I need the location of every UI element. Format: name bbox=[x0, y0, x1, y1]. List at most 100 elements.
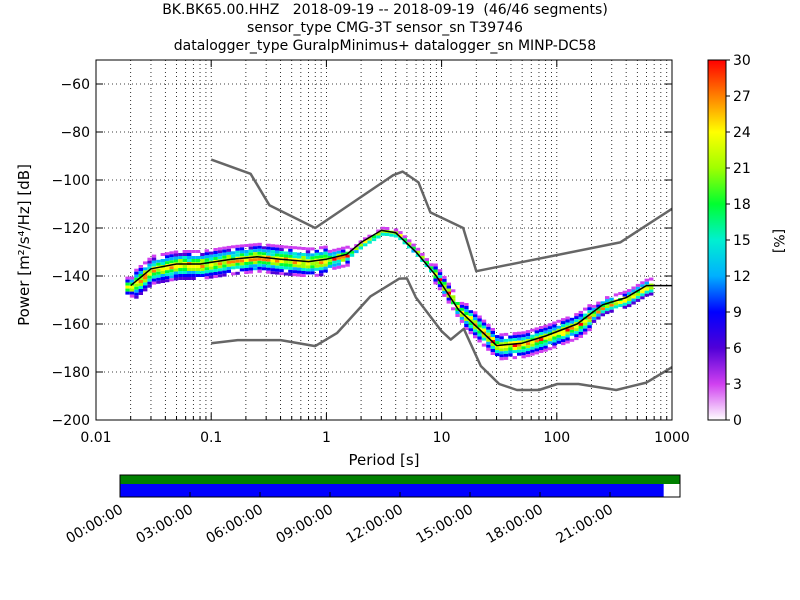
heat-cell bbox=[583, 322, 588, 326]
heat-cell bbox=[376, 235, 381, 239]
heat-cell bbox=[490, 346, 495, 349]
heat-cell bbox=[182, 274, 187, 277]
heat-cell bbox=[499, 345, 504, 349]
heat-cell bbox=[222, 246, 227, 250]
heat-cell bbox=[543, 330, 548, 334]
heat-cell bbox=[323, 245, 328, 249]
heat-cell bbox=[319, 270, 324, 274]
heat-cell bbox=[420, 252, 425, 256]
heat-cell bbox=[371, 235, 377, 239]
heat-cell bbox=[459, 307, 465, 311]
colorbar-label: [%] bbox=[770, 229, 786, 253]
heat-cell bbox=[301, 247, 306, 250]
heat-cell bbox=[477, 324, 482, 328]
heat-cell bbox=[160, 259, 165, 262]
heat-cell bbox=[178, 268, 183, 271]
heat-cell bbox=[314, 249, 319, 253]
heat-cell bbox=[539, 341, 544, 344]
heat-cell bbox=[561, 333, 566, 337]
heat-cell bbox=[490, 328, 495, 331]
heat-cell bbox=[261, 258, 267, 262]
heat-cell bbox=[244, 253, 249, 256]
heat-cell bbox=[473, 314, 478, 318]
heat-cell bbox=[209, 269, 214, 273]
heat-cell bbox=[279, 245, 284, 249]
heat-cell bbox=[578, 334, 583, 338]
heat-cell bbox=[393, 234, 399, 238]
heat-cell bbox=[279, 266, 284, 270]
heat-cell bbox=[156, 277, 161, 281]
heat-cell bbox=[191, 265, 196, 268]
heat-cell bbox=[125, 279, 130, 283]
heat-cell bbox=[336, 250, 341, 254]
heat-cell bbox=[319, 264, 324, 268]
heat-cell bbox=[525, 333, 531, 337]
heat-cell bbox=[204, 270, 209, 274]
noise-models bbox=[130, 158, 672, 392]
heat-cell bbox=[547, 326, 553, 330]
heat-cell bbox=[231, 266, 236, 270]
x-tick-label: 0.1 bbox=[200, 430, 222, 446]
heat-cell bbox=[310, 247, 315, 251]
heat-cell bbox=[468, 313, 473, 317]
heat-cell bbox=[222, 255, 227, 259]
heat-cell bbox=[552, 321, 557, 325]
heat-cell bbox=[244, 268, 249, 271]
heat-cell bbox=[275, 256, 280, 260]
heat-cell bbox=[319, 267, 324, 271]
heat-cell bbox=[182, 259, 187, 262]
heat-cell bbox=[134, 289, 139, 293]
heat-cell bbox=[363, 237, 368, 241]
heat-cell bbox=[156, 271, 161, 275]
colorbar-tick-label: 6 bbox=[733, 341, 742, 357]
heat-cell bbox=[248, 267, 253, 271]
heat-cell bbox=[455, 314, 460, 317]
heat-cell bbox=[596, 301, 601, 305]
heat-cell bbox=[521, 337, 526, 341]
heat-cell bbox=[446, 291, 451, 295]
heat-cell bbox=[204, 276, 209, 280]
y-tick-label: −200 bbox=[52, 413, 90, 429]
heat-cell bbox=[151, 281, 157, 285]
heat-cell bbox=[261, 249, 267, 253]
heat-cell bbox=[138, 289, 143, 292]
heat-cell bbox=[477, 315, 482, 319]
heat-cell bbox=[275, 259, 280, 263]
heat-cell bbox=[239, 262, 245, 266]
heat-cell bbox=[547, 323, 553, 327]
heat-cell bbox=[578, 310, 583, 314]
heat-cell bbox=[587, 328, 592, 332]
heat-cell bbox=[446, 300, 451, 304]
heat-cell bbox=[288, 260, 293, 264]
heat-cell bbox=[451, 307, 456, 311]
heat-cell bbox=[129, 276, 135, 280]
heat-cell bbox=[138, 292, 143, 295]
heat-cell bbox=[217, 250, 223, 254]
heat-cell bbox=[288, 263, 293, 267]
heat-cell bbox=[305, 268, 311, 272]
heat-cell bbox=[499, 339, 504, 343]
heat-cell bbox=[156, 262, 161, 266]
heat-cell bbox=[517, 352, 522, 356]
heat-cell bbox=[345, 260, 350, 264]
heat-cell bbox=[424, 261, 429, 265]
heat-cell bbox=[376, 229, 381, 233]
heat-cell bbox=[147, 281, 152, 285]
heat-cell bbox=[217, 262, 223, 266]
heat-cell bbox=[341, 255, 346, 259]
heat-cell bbox=[530, 349, 535, 353]
heat-cell bbox=[534, 336, 539, 340]
mean-psd-line bbox=[130, 229, 672, 347]
heat-cell bbox=[534, 345, 539, 349]
heat-cell bbox=[345, 254, 350, 258]
heat-cell bbox=[138, 268, 143, 271]
heat-cell bbox=[261, 267, 267, 271]
heat-cell bbox=[292, 264, 297, 268]
heat-cell bbox=[622, 299, 627, 303]
heat-cell bbox=[173, 274, 179, 278]
heat-cell bbox=[486, 332, 491, 336]
heat-cell bbox=[160, 274, 165, 277]
heat-cell bbox=[534, 330, 539, 334]
heat-cell bbox=[248, 261, 253, 265]
heat-cell bbox=[244, 262, 249, 265]
